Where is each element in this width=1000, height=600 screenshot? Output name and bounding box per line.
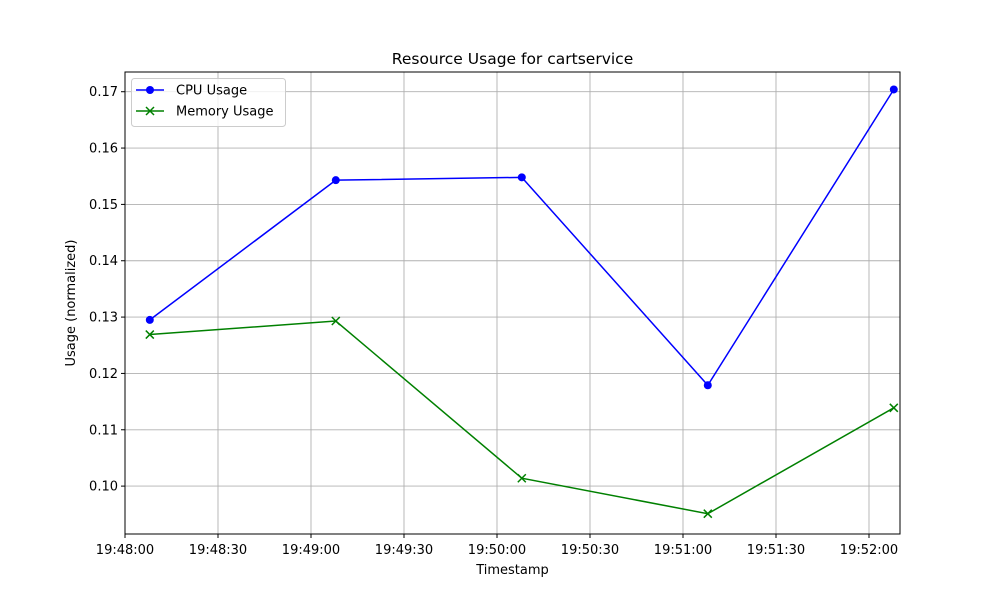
y-tick-label: 0.14 [89,254,118,269]
data-point-cpu [145,315,154,324]
data-point-cpu [517,173,526,182]
x-tick-label: 19:48:30 [189,543,247,558]
legend-label-memory: Memory Usage [176,105,274,120]
plot-frame [124,71,901,535]
data-point-memory [145,330,155,340]
legend-box [131,78,286,127]
series-memory [145,316,899,519]
x-tick-label: 19:49:30 [375,543,433,558]
data-point-memory [331,316,341,326]
y-tick-label: 0.12 [89,367,118,382]
x-tick-label: 19:50:30 [561,543,619,558]
series-layer [145,85,899,519]
y-axis-label: Usage (normalized) [64,239,79,366]
chart-title: Resource Usage for cartservice [392,50,633,68]
x-tick-label: 19:50:00 [468,543,526,558]
data-point-memory [889,403,899,413]
x-axis-label: Timestamp [475,563,549,578]
legend: CPU Usage Memory Usage [131,78,286,127]
grid [124,72,900,534]
y-tick-label: 0.13 [89,311,118,326]
x-tick-label: 19:51:30 [747,543,805,558]
legend-marker-cpu [146,86,154,94]
x-tick-label: 19:48:00 [96,543,154,558]
x-tick-label: 19:52:00 [840,543,898,558]
y-tick-label: 0.10 [89,480,118,495]
x-axis: 19:48:00 19:48:30 19:49:00 19:49:30 19:50:00… [96,534,898,558]
y-tick-label: 0.15 [89,198,118,213]
y-tick-label: 0.16 [89,142,118,157]
legend-marker-memory [145,106,155,116]
series-cpu [145,85,898,390]
y-axis: 0.10 0.11 0.12 0.13 0.14 0.15 0.16 0.17 [89,85,125,495]
data-point-cpu [889,85,898,94]
legend-label-cpu: CPU Usage [176,84,247,99]
y-tick-label: 0.17 [89,85,118,100]
data-point-cpu [703,381,712,390]
y-tick-label: 0.11 [89,423,118,438]
data-point-memory [517,473,527,483]
data-point-memory [703,509,713,519]
x-tick-label: 19:51:00 [654,543,712,558]
x-tick-label: 19:49:00 [282,543,340,558]
data-point-cpu [331,176,340,185]
